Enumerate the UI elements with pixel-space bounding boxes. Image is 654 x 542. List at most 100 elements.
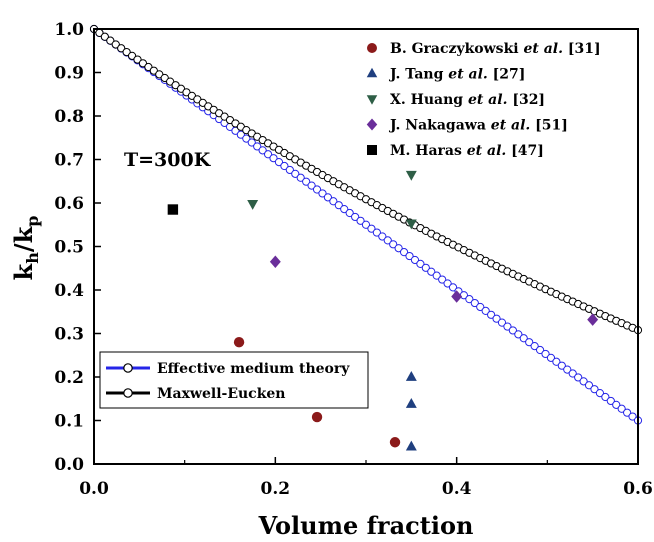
scatter-points [167,170,599,451]
theory-point [410,255,420,265]
theory-point [263,150,273,159]
data-point [405,371,417,381]
theory-point [427,267,436,276]
legend-entry: B. Graczykowski et al. [31] [367,41,601,57]
theory-point [563,365,572,374]
theory-point [595,388,605,398]
data-point [269,255,281,268]
theory-point [127,51,137,60]
theory-point [307,181,316,190]
legend-entry: J. Tang et al. [27] [366,67,525,83]
series-0 [233,337,401,448]
legend-lines: Effective medium theory Maxwell-Eucken [99,351,369,409]
theory-point [122,47,131,57]
legend-marker [366,67,378,78]
theory-point [601,392,610,402]
theory-point [546,353,556,362]
theory-point [535,345,545,355]
theory-point [138,59,148,68]
legend-marker [367,43,377,53]
legend-label: B. Graczykowski et al. [31] [390,41,601,57]
theory-point [465,295,474,304]
y-tick-label: 0.9 [54,64,84,84]
data-point [405,170,417,181]
legend-label: J. Nakagawa et al. [51] [388,118,568,134]
legend-entry: J. Nakagawa et al. [51] [366,118,568,134]
data-point [587,313,599,326]
theory-point [568,369,577,378]
theory-point [258,146,267,155]
theory-point [389,240,398,249]
theory-point [242,134,251,143]
x-tick-label: 0.4 [442,479,472,499]
theory-point [111,40,120,49]
theory-point [329,197,338,206]
theory-point [291,169,300,178]
theory-point [405,251,414,261]
x-axis-title: Volume fraction [258,511,474,540]
theory-point [269,154,278,163]
theory-point [106,36,115,45]
theory-point [590,385,599,394]
theory-point [612,400,621,409]
theory-point [253,142,262,151]
y-tick-label: 0.3 [54,325,84,345]
theory-point [579,377,588,386]
theory-point [421,263,430,272]
theory-point [519,334,528,343]
theory-point [285,165,294,175]
theory-point [100,32,109,41]
series-4 [167,204,179,215]
legend-line-entry: Effective medium theory [106,361,350,377]
theory-point [541,349,550,359]
theory-point [383,236,392,245]
theory-point [367,224,376,233]
series-3 [269,255,599,326]
theory-point [247,138,256,147]
data-point [247,199,259,210]
theory-point [302,177,311,186]
theory-point [312,185,322,194]
maxwell-eucken-line [89,24,643,335]
legend-marker [366,118,378,131]
legend-line-marker [123,388,133,398]
theory-point [481,306,490,315]
legend-line-marker [123,363,133,373]
theory-curve [93,28,639,331]
theory-point [416,259,425,268]
y-tick-label: 0.0 [54,455,84,475]
data-point [405,219,417,230]
legend-box [99,351,369,409]
x-tick-label: 0.2 [261,479,291,499]
legend-marker [367,145,377,155]
theory-point [574,373,583,382]
theory-point [508,326,517,335]
x-tick-label: 0.0 [79,479,109,499]
legend-label: X. Huang et al. [32] [390,92,545,108]
theory-point [334,201,343,210]
theory-point [117,44,126,53]
data-point [167,204,179,215]
theory-point [280,161,289,171]
x-tick-label: 0.6 [623,479,653,499]
legend-points: B. Graczykowski et al. [31] J. Tang et al… [366,41,601,159]
theory-point [514,330,523,339]
theory-point [133,55,142,64]
theory-point [487,310,496,319]
data-point [389,437,401,448]
theory-point [443,279,452,288]
theory-point [503,322,512,331]
theory-point [552,357,561,366]
y-tick-label: 0.2 [54,368,84,388]
theory-point [356,216,365,225]
theory-point [296,173,305,182]
theory-point [617,404,626,413]
theory-point [448,283,458,292]
theory-point [318,189,327,198]
theory-point [476,302,485,312]
theory-point [557,361,566,370]
data-point [405,440,417,451]
y-tick-label: 0.5 [54,238,84,258]
series-1 [405,371,417,451]
theory-point [606,396,615,406]
